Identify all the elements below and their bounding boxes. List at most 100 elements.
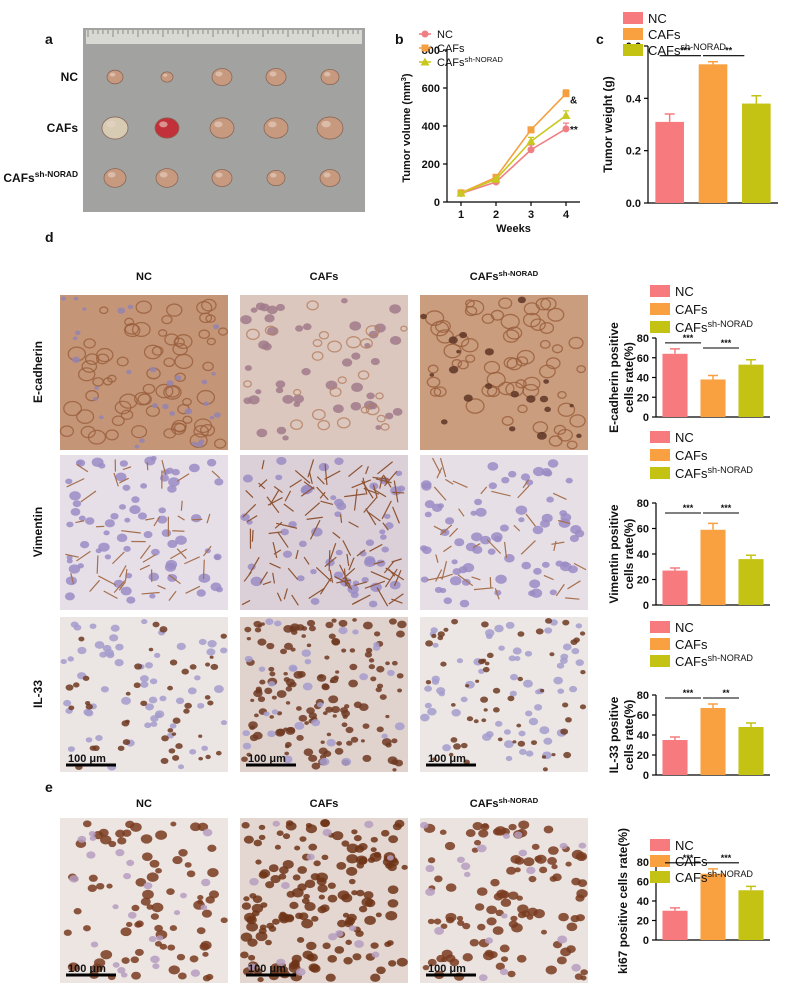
ihc-nucleus (66, 558, 73, 564)
ihc-nucleus (425, 640, 434, 647)
ihc-nucleus (63, 929, 72, 936)
ihc-fiber (473, 587, 494, 591)
ihc-nucleus (462, 563, 475, 573)
error-bar (670, 567, 680, 571)
ihc-nucleus (334, 457, 344, 466)
ihc-nucleus (425, 888, 436, 896)
ihc-nucleus (325, 380, 338, 390)
ihc-fiber (436, 467, 443, 479)
ihc-nucleus (349, 648, 356, 653)
ihc-nucleus (565, 477, 573, 484)
ihc-nucleus (484, 383, 493, 390)
ihc-nucleus (134, 948, 144, 956)
ihc-nucleus (311, 762, 321, 770)
ihc-nucleus (284, 751, 290, 756)
ihc-fiber (385, 567, 405, 581)
ihc-fiber (362, 477, 368, 495)
ihc-nucleus (190, 822, 201, 832)
y-tick-label: 40 (637, 730, 649, 742)
ihc-nucleus (462, 953, 473, 962)
ihc-nucleus (292, 874, 301, 881)
ihc-nucleus (141, 852, 153, 861)
ihc-nucleus (336, 741, 342, 746)
ihc-nucleus (502, 833, 510, 839)
ihc-nucleus (321, 683, 330, 691)
ihc-nucleus (180, 892, 187, 899)
ihc-nucleus (376, 966, 386, 975)
ihc-nucleus (213, 412, 221, 418)
ihc-nucleus (460, 696, 468, 703)
ihc-nucleus (302, 323, 312, 331)
ihc-nucleus (394, 722, 405, 731)
ihc-nucleus (280, 648, 287, 655)
ihc-nucleus (130, 822, 142, 832)
ihc-nucleus (396, 957, 408, 967)
ihc-nucleus (440, 661, 447, 667)
ihc-fiber (329, 542, 337, 560)
ihc-fiber (308, 471, 313, 485)
ihc-nucleus (448, 365, 459, 374)
ihc-nucleus (303, 893, 310, 900)
ihc-fiber (346, 553, 350, 566)
legend-label-sup: sh-NORAD (708, 653, 754, 663)
ihc-nucleus (125, 719, 130, 724)
ihc-nucleus (363, 891, 374, 900)
tumor (101, 116, 129, 140)
ihc-nucleus (508, 655, 516, 662)
ihc-nucleus (388, 835, 399, 844)
ihc-nucleus (520, 473, 531, 481)
ihc-nucleus (328, 633, 336, 640)
ihc-nucleus (364, 342, 371, 348)
ihc-fiber (268, 531, 282, 535)
ihc-nucleus (482, 823, 489, 829)
ihc-nucleus (341, 840, 350, 847)
ihc-fiber (339, 514, 343, 523)
ihc-nucleus (88, 874, 98, 882)
ihc-fiber (353, 594, 371, 604)
ihc-nucleus (334, 946, 345, 954)
ihc-fiber (258, 482, 266, 490)
ihc-nucleus (250, 576, 263, 587)
ihc-nucleus (331, 705, 341, 714)
ihc-nucleus (154, 940, 163, 947)
ihc-fiber (383, 560, 395, 574)
ihc-nucleus (549, 652, 555, 657)
ihc-nucleus (391, 660, 398, 666)
ihc-nucleus (579, 631, 586, 636)
ihc-nucleus (517, 740, 526, 747)
ihc-nucleus (441, 949, 453, 959)
ihc-nucleus (346, 854, 359, 864)
ihc-nucleus (476, 887, 488, 896)
ihc-nucleus (465, 829, 476, 838)
ihc-nucleus (519, 748, 527, 756)
ihc-nucleus (178, 849, 188, 857)
ihc-nucleus (431, 679, 440, 685)
ihc-fiber (517, 485, 530, 499)
ihc-nucleus (499, 944, 510, 953)
ihc-cell (400, 325, 408, 332)
ihc-column-header-main: NC (136, 798, 152, 810)
ihc-nucleus (517, 904, 529, 914)
ihc-column-header-main: CAFs (470, 271, 499, 283)
ihc-nucleus (565, 861, 572, 867)
ihc-nucleus (420, 313, 427, 320)
ihc-nucleus (534, 704, 543, 711)
ihc-nucleus (73, 296, 79, 301)
ihc-nucleus (161, 735, 169, 742)
ihc-nucleus (65, 576, 77, 586)
ihc-nucleus (151, 548, 160, 556)
ihc-nucleus (275, 380, 286, 389)
ihc-nucleus (335, 930, 344, 937)
ihc-cell (202, 361, 214, 372)
legend-label: CAFs (648, 27, 681, 42)
ihc-nucleus (505, 755, 513, 762)
ihc-fiber (65, 553, 79, 558)
legend-label: NC (675, 838, 694, 853)
ihc-nucleus (421, 546, 432, 555)
ihc-cell (243, 380, 252, 388)
ihc-nucleus (318, 894, 325, 900)
ihc-nucleus (325, 621, 334, 629)
x-tick-label: 2 (493, 209, 499, 221)
ihc-nucleus (281, 882, 290, 889)
ihc-nucleus (461, 578, 471, 586)
